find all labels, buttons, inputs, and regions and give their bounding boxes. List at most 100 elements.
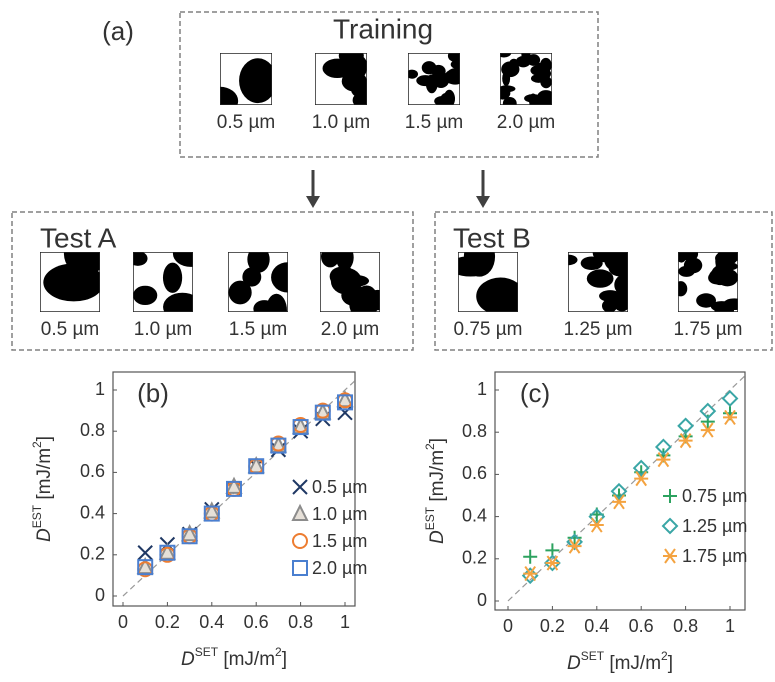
arrow (306, 170, 320, 208)
grain (336, 245, 354, 271)
axis-title-part: D (427, 530, 448, 544)
axis-title-part: [mJ/m (604, 653, 661, 674)
x-tick-label: 0 (503, 616, 513, 636)
micrograph (320, 245, 390, 319)
axis-title: DSET [mJ/m2] (567, 649, 673, 674)
axis-title-part: SET (195, 645, 219, 659)
image-caption: 0.5 µm (217, 112, 275, 133)
micrograph (315, 47, 375, 108)
grain (516, 56, 531, 67)
image-caption: 0.5 µm (41, 319, 99, 340)
legend-marker (293, 480, 307, 494)
y-tick-label: 0.8 (80, 420, 105, 440)
x-tick-label: 0.2 (155, 612, 180, 632)
y-tick-label: 0.2 (462, 548, 487, 568)
grain (323, 59, 352, 78)
axis-title-part: ] (427, 438, 448, 443)
grain (447, 68, 466, 79)
y-tick-label: 1 (95, 379, 105, 399)
grain (331, 268, 362, 295)
axis-title-part: [mJ/m (427, 450, 448, 507)
axis-title-part: ] (282, 649, 287, 670)
axis-title-part: SET (581, 649, 605, 663)
legend-label: 1.0 µm (312, 504, 367, 524)
micrograph (128, 240, 208, 321)
x-tick-label: 0.4 (199, 612, 224, 632)
axis-title: DEST [mJ/m2] (30, 436, 55, 542)
legend-marker (663, 489, 677, 503)
axis-title-part: D (34, 528, 55, 542)
grain (534, 98, 547, 106)
y-tick-label: 1 (477, 379, 487, 399)
y-tick-label: 0.6 (80, 461, 105, 481)
image-caption: 0.75 µm (453, 319, 522, 340)
legend-marker (293, 561, 307, 575)
image-caption: 2.0 µm (497, 112, 555, 133)
test-a-title: Test A (40, 222, 117, 253)
grain (173, 240, 208, 267)
panel-label: (b) (137, 378, 169, 408)
grain (587, 269, 614, 287)
y-tick-label: 0.4 (80, 502, 105, 522)
legend-marker (293, 534, 307, 548)
legend-label: 1.5 µm (312, 531, 367, 551)
micrograph (228, 246, 304, 327)
grain (448, 50, 463, 62)
grain (493, 282, 532, 318)
x-tick-label: 0.6 (629, 616, 654, 636)
grain (163, 263, 182, 293)
grain (406, 70, 418, 79)
figure: (a) Training Test A Test B 0.5 µm 1.0 µm 1… (0, 0, 775, 682)
training-title: Training (333, 13, 433, 44)
grain (678, 266, 695, 277)
y-tick-label: 0 (477, 590, 487, 610)
legend-label: 1.75 µm (682, 546, 747, 566)
grain (599, 290, 621, 302)
micrograph (674, 246, 746, 317)
x-tick-label: 0.8 (288, 612, 313, 632)
image-caption: 2.0 µm (321, 319, 379, 340)
axis-title-part: D (181, 649, 195, 670)
y-tick-label: 0.6 (462, 463, 487, 483)
legend-label: 2.0 µm (312, 558, 367, 578)
panel-label: (c) (520, 378, 550, 408)
x-tick-label: 0 (118, 612, 128, 632)
y-tick-label: 0 (95, 585, 105, 605)
image-caption: 1.0 µm (134, 319, 192, 340)
grain (540, 76, 552, 88)
axis-title-part: [mJ/m (218, 649, 275, 670)
grain (721, 254, 732, 271)
axis-title-part: D (567, 653, 581, 674)
grain (696, 293, 716, 307)
image-caption: 1.5 µm (229, 319, 287, 340)
legend-label: 0.5 µm (312, 477, 367, 497)
grain (247, 246, 269, 273)
micrograph (202, 53, 277, 115)
grain (674, 281, 687, 296)
x-tick-label: 0.6 (244, 612, 269, 632)
grain (708, 271, 725, 284)
test-b-title: Test B (453, 222, 531, 253)
grain (730, 250, 741, 261)
legend-marker (293, 506, 307, 520)
axis-title-part: EST (30, 504, 44, 528)
grain (353, 92, 373, 108)
x-tick-label: 0.8 (673, 616, 698, 636)
image-caption: 1.25 µm (563, 319, 632, 340)
arrow (476, 170, 490, 208)
grain (128, 251, 147, 266)
y-tick-label: 0.4 (462, 505, 487, 525)
grain (530, 65, 546, 75)
panel-label: (a) (102, 16, 134, 46)
marker (723, 391, 737, 405)
micrograph (406, 50, 469, 108)
x-tick-label: 0.4 (584, 616, 609, 636)
axis-title-part: EST (423, 506, 437, 530)
grain (133, 286, 157, 305)
legend-marker (663, 519, 677, 533)
axis-title: DEST [mJ/m2] (423, 438, 448, 544)
axis-title-part: ] (668, 653, 673, 674)
grain (676, 247, 687, 263)
grain (349, 292, 378, 319)
marker (523, 550, 537, 564)
